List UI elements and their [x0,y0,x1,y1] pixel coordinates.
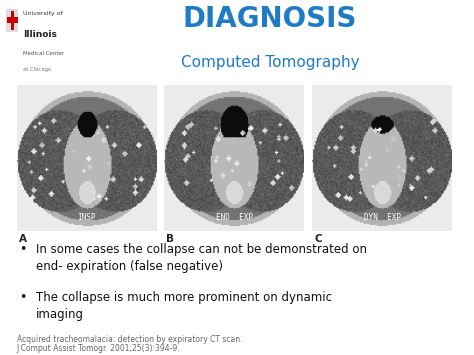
Text: C: C [314,234,322,244]
Text: •: • [19,243,27,256]
Bar [6,9,18,32]
Text: A: A [18,234,27,244]
Bar [7,17,18,23]
Text: The collapse is much more prominent on dynamic
imaging: The collapse is much more prominent on d… [36,291,331,321]
Text: DYN  EXP: DYN EXP [364,213,401,222]
Text: END  EXP: END EXP [216,213,253,222]
Text: In some cases the collapse can not be demonstrated on
end- expiration (false neg: In some cases the collapse can not be de… [36,243,366,273]
Text: Medical Center: Medical Center [23,51,64,56]
Text: Illinois: Illinois [23,30,57,39]
Bar [7,17,18,23]
Text: J Comput Assist Tomogr. 2001;25(3):394-9.: J Comput Assist Tomogr. 2001;25(3):394-9… [17,344,180,353]
Text: B: B [166,234,174,244]
Bar [10,11,14,30]
Text: University of: University of [23,11,63,16]
Bar [10,11,14,30]
Text: Computed Tomography: Computed Tomography [181,55,359,70]
Text: Acquired tracheomalacia: detection by expiratory CT scan.: Acquired tracheomalacia: detection by ex… [17,335,242,344]
Text: •: • [19,291,27,304]
Text: INSP: INSP [77,213,96,222]
Text: at Chicago: at Chicago [23,67,51,72]
Text: DIAGNOSIS: DIAGNOSIS [183,5,357,33]
